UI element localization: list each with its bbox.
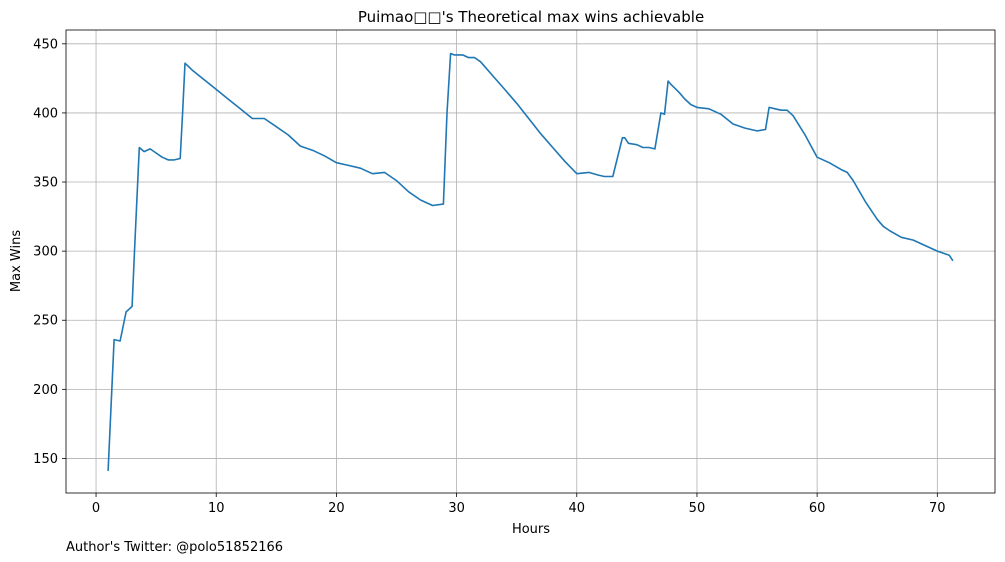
- x-axis-label: Hours: [512, 522, 550, 537]
- x-tick-label: 70: [929, 501, 946, 516]
- x-tick-label: 40: [568, 501, 585, 516]
- y-tick-label: 150: [33, 452, 58, 467]
- x-tick-label: 0: [92, 501, 100, 516]
- y-axis-label: Max Wins: [9, 230, 24, 292]
- y-tick-label: 250: [33, 314, 58, 329]
- y-tick-label: 300: [33, 245, 58, 260]
- y-tick-label: 200: [33, 383, 58, 398]
- y-tick-label: 350: [33, 176, 58, 191]
- x-tick-label: 60: [809, 501, 826, 516]
- x-tick-label: 30: [448, 501, 465, 516]
- plot-frame: [65, 29, 996, 494]
- x-tick-label: 20: [328, 501, 345, 516]
- x-tick-label: 10: [208, 501, 225, 516]
- author-credit: Author's Twitter: @polo51852166: [66, 540, 283, 555]
- x-axis-ticks: 0 10 20 30 40 50 60 70: [92, 493, 946, 516]
- chart-title: Puimao□□'s Theoretical max wins achievab…: [358, 8, 704, 26]
- series-layer: [107, 52, 954, 471]
- y-tick-label: 400: [33, 106, 58, 121]
- y-tick-label: 450: [33, 37, 58, 52]
- max-wins-line: [107, 52, 954, 471]
- y-axis-ticks: 150 200 250 300 350 400 450: [33, 37, 66, 467]
- x-tick-label: 50: [689, 501, 706, 516]
